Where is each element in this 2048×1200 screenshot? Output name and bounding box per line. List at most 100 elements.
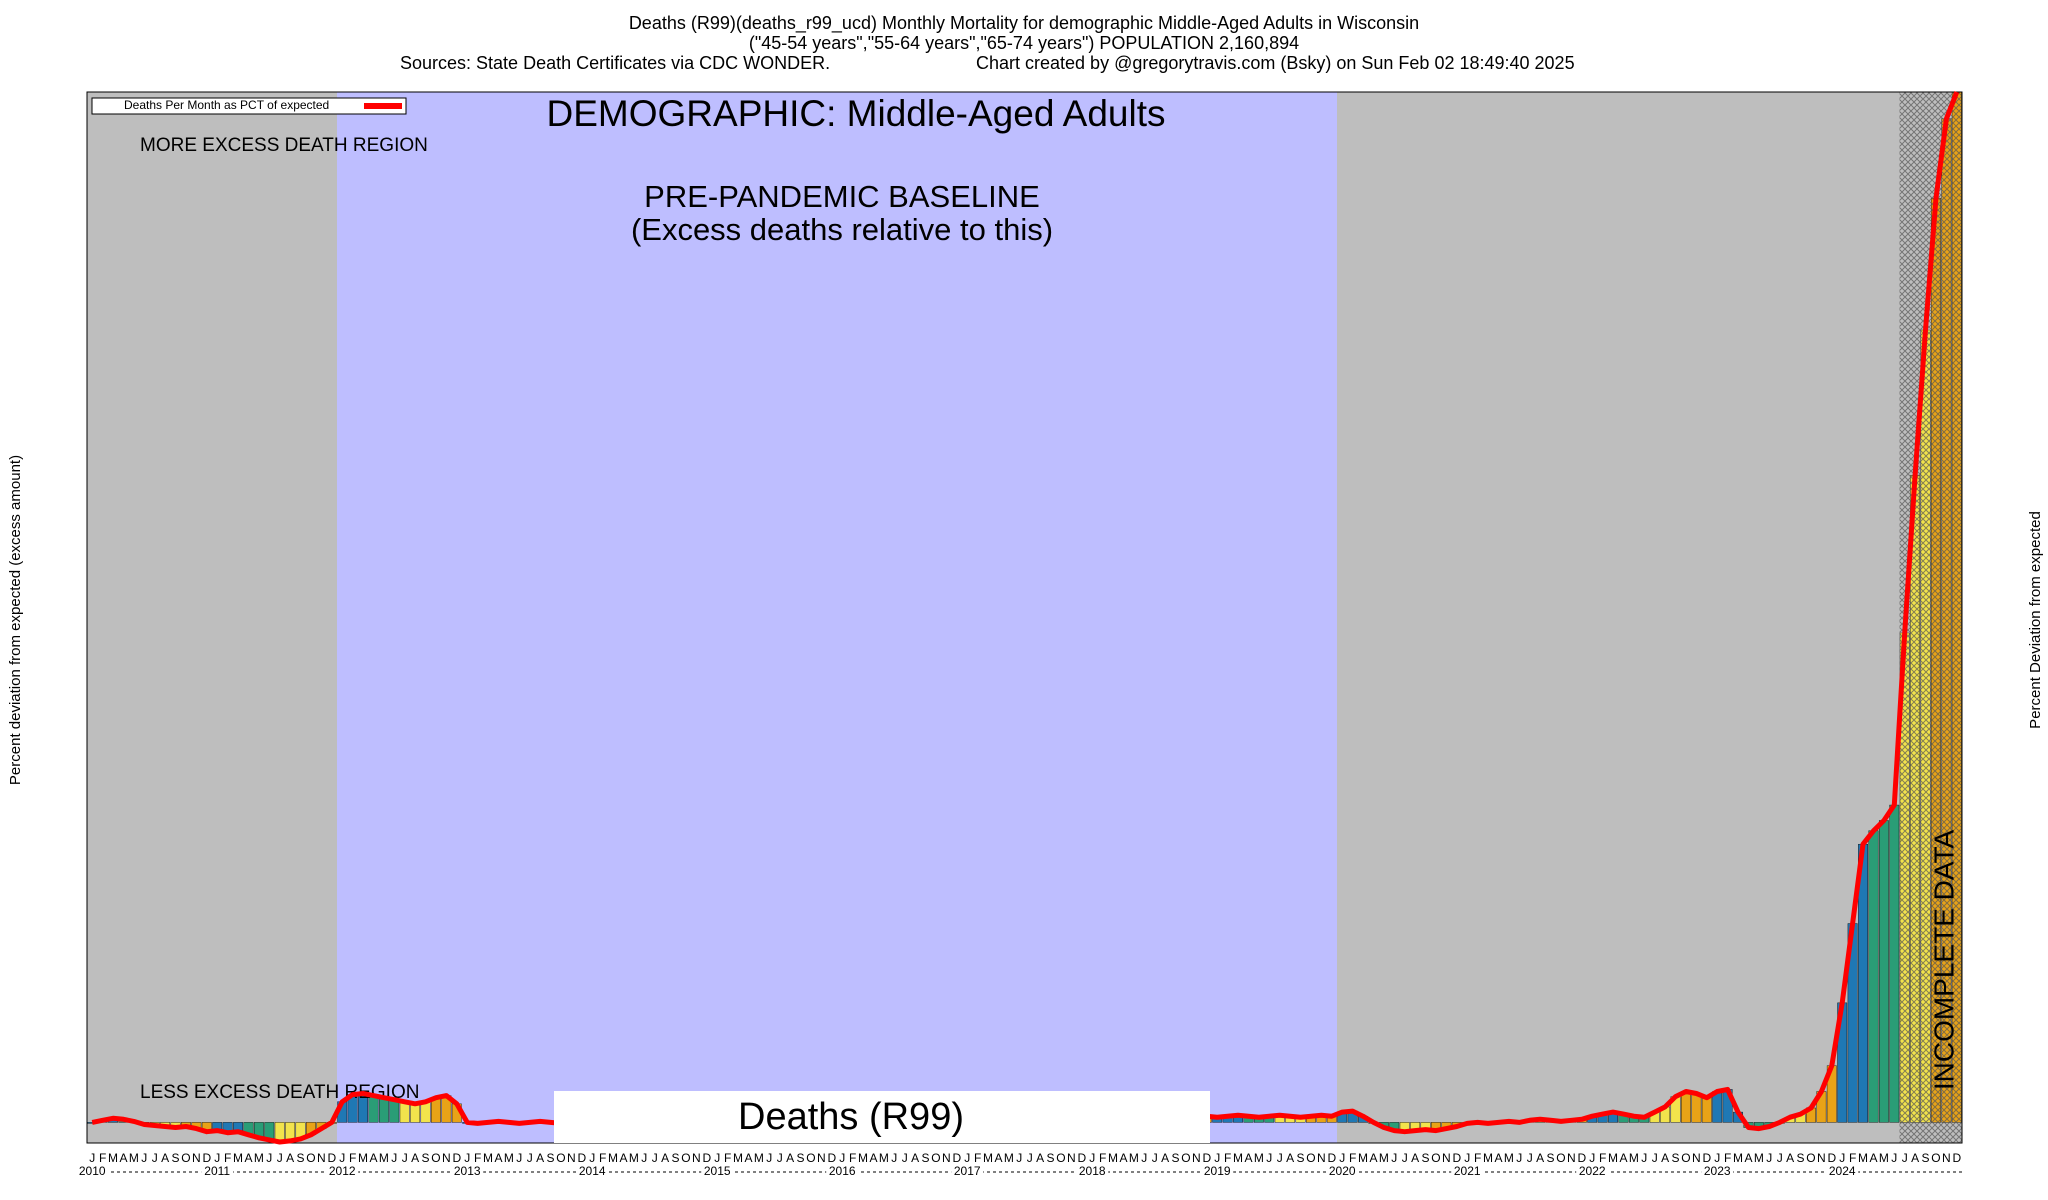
x-tick-label: M bbox=[1358, 1151, 1368, 1165]
label-box bbox=[554, 1091, 1210, 1143]
x-tick-label: J bbox=[1141, 1151, 1147, 1165]
x-tick-label: S bbox=[672, 1151, 680, 1165]
x-tick-label: D bbox=[202, 1151, 211, 1165]
x-tick-label: O bbox=[1181, 1151, 1190, 1165]
x-tick-label: J bbox=[589, 1151, 595, 1165]
chart-title: Deaths (R99)(deaths_r99_ucd) Monthly Mor… bbox=[629, 13, 1419, 34]
year-bg bbox=[1201, 1165, 1234, 1179]
x-tick-label: M bbox=[983, 1151, 993, 1165]
year-bg bbox=[451, 1165, 484, 1179]
x-tick-label: D bbox=[1327, 1151, 1336, 1165]
x-tick-label: O bbox=[1056, 1151, 1065, 1165]
x-tick-label: J bbox=[1027, 1151, 1033, 1165]
x-tick-label: F bbox=[1474, 1151, 1481, 1165]
x-tick-label: M bbox=[879, 1151, 889, 1165]
x-tick-label: F bbox=[474, 1151, 481, 1165]
x-tick-label: A bbox=[1119, 1151, 1127, 1165]
x-tick-label: J bbox=[1464, 1151, 1470, 1165]
x-tick-label: S bbox=[922, 1151, 930, 1165]
bar bbox=[1868, 830, 1879, 1123]
x-tick-label: N bbox=[817, 1151, 826, 1165]
x-tick-label: D bbox=[1452, 1151, 1461, 1165]
year-label: 2021 bbox=[1454, 1164, 1481, 1178]
region bbox=[337, 92, 1337, 1143]
x-tick-label: M bbox=[608, 1151, 618, 1165]
x-tick-label: D bbox=[1577, 1151, 1586, 1165]
bar bbox=[1701, 1097, 1712, 1123]
year-label: 2012 bbox=[329, 1164, 356, 1178]
x-tick-label: F bbox=[724, 1151, 731, 1165]
x-tick-label: J bbox=[1016, 1151, 1022, 1165]
x-tick-label: N bbox=[1692, 1151, 1701, 1165]
x-tick-label: J bbox=[1266, 1151, 1272, 1165]
x-tick-label: M bbox=[358, 1151, 368, 1165]
x-tick-label: A bbox=[1036, 1151, 1044, 1165]
x-tick-label: A bbox=[1286, 1151, 1294, 1165]
bar bbox=[410, 1103, 421, 1123]
x-tick-label: S bbox=[1297, 1151, 1305, 1165]
year-bg bbox=[701, 1165, 734, 1179]
x-tick-label: J bbox=[1589, 1151, 1595, 1165]
x-tick-label: N bbox=[442, 1151, 451, 1165]
x-tick-label: J bbox=[1891, 1151, 1897, 1165]
x-tick-label: F bbox=[1099, 1151, 1106, 1165]
year-label: 2010 bbox=[79, 1164, 106, 1178]
x-tick-label: A bbox=[536, 1151, 544, 1165]
x-tick-label: N bbox=[1317, 1151, 1326, 1165]
x-tick-label: M bbox=[483, 1151, 493, 1165]
year-label: 2013 bbox=[454, 1164, 481, 1178]
x-tick-label: J bbox=[652, 1151, 658, 1165]
x-tick-label: A bbox=[494, 1151, 502, 1165]
annotation: INCOMPLETE DATA bbox=[1928, 830, 1959, 1091]
x-tick-label: M bbox=[1004, 1151, 1014, 1165]
x-tick-label: J bbox=[714, 1151, 720, 1165]
x-tick-label: A bbox=[244, 1151, 252, 1165]
x-tick-label: O bbox=[1431, 1151, 1440, 1165]
year-label: 2017 bbox=[954, 1164, 981, 1178]
year-bg bbox=[1326, 1165, 1359, 1179]
x-tick-label: J bbox=[839, 1151, 845, 1165]
x-tick-label: J bbox=[902, 1151, 908, 1165]
bar bbox=[1691, 1093, 1702, 1123]
x-tick-label: M bbox=[233, 1151, 243, 1165]
x-tick-label: A bbox=[786, 1151, 794, 1165]
y2-axis-label: Percent Deviation from expected bbox=[2027, 511, 2044, 729]
x-tick-label: J bbox=[1527, 1151, 1533, 1165]
year-bg bbox=[1076, 1165, 1109, 1179]
bar bbox=[1681, 1091, 1691, 1123]
x-tick-label: S bbox=[1672, 1151, 1680, 1165]
year-label: 2015 bbox=[704, 1164, 731, 1178]
year-bg bbox=[201, 1165, 234, 1179]
x-tick-label: J bbox=[1089, 1151, 1095, 1165]
x-tick-label: F bbox=[224, 1151, 231, 1165]
x-tick-label: D bbox=[1827, 1151, 1836, 1165]
x-tick-label: J bbox=[777, 1151, 783, 1165]
x-tick-label: N bbox=[1192, 1151, 1201, 1165]
x-tick-label: F bbox=[1349, 1151, 1356, 1165]
x-tick-label: O bbox=[1306, 1151, 1315, 1165]
x-tick-label: O bbox=[431, 1151, 440, 1165]
x-tick-label: S bbox=[1422, 1151, 1430, 1165]
x-tick-label: N bbox=[1442, 1151, 1451, 1165]
x-tick-label: M bbox=[1233, 1151, 1243, 1165]
x-tick-label: J bbox=[641, 1151, 647, 1165]
x-tick-label: O bbox=[306, 1151, 315, 1165]
x-tick-label: O bbox=[556, 1151, 565, 1165]
x-tick-label: F bbox=[99, 1151, 106, 1165]
x-tick-label: J bbox=[1902, 1151, 1908, 1165]
x-tick-label: N bbox=[1942, 1151, 1951, 1165]
year-label: 2016 bbox=[829, 1164, 856, 1178]
year-label: 2020 bbox=[1329, 1164, 1356, 1178]
x-tick-label: J bbox=[339, 1151, 345, 1165]
x-tick-label: N bbox=[942, 1151, 951, 1165]
x-tick-label: F bbox=[349, 1151, 356, 1165]
x-tick-label: N bbox=[1067, 1151, 1076, 1165]
x-tick-label: M bbox=[504, 1151, 514, 1165]
x-tick-label: M bbox=[379, 1151, 389, 1165]
x-tick-label: F bbox=[599, 1151, 606, 1165]
x-tick-label: A bbox=[619, 1151, 627, 1165]
x-tick-label: A bbox=[994, 1151, 1002, 1165]
x-tick-label: A bbox=[1744, 1151, 1752, 1165]
x-tick-label: S bbox=[1797, 1151, 1805, 1165]
x-tick-label: O bbox=[681, 1151, 690, 1165]
